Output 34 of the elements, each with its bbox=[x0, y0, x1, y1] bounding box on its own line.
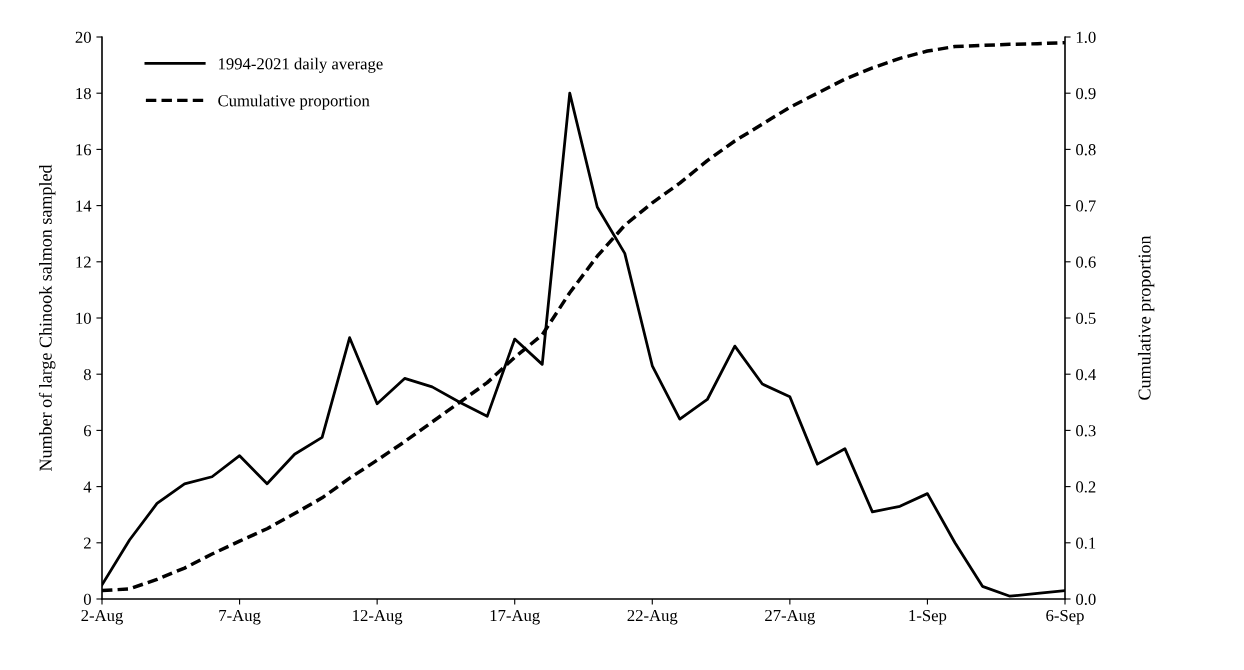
y2-tick-label: 0.3 bbox=[1076, 425, 1096, 437]
x-tick-label: 1-Sep bbox=[909, 609, 947, 625]
legend-label: 1994-2021 daily average bbox=[219, 57, 383, 73]
y2-tick-label: 1.0 bbox=[1076, 31, 1096, 44]
y2-tick-label: 0.9 bbox=[1076, 87, 1096, 100]
x-tick-label: 27-Aug bbox=[765, 609, 815, 625]
y-tick-label: 4 bbox=[83, 481, 92, 493]
y2-tick-label: 0.5 bbox=[1076, 312, 1096, 325]
x-tick-label: 7-Aug bbox=[219, 609, 261, 625]
y-tick-label: 6 bbox=[83, 425, 92, 437]
x-tick-label: 22-Aug bbox=[627, 609, 678, 625]
y-tick-label: 16 bbox=[76, 144, 92, 156]
y-axis-title: Number of large Chinook salmon sampled bbox=[38, 164, 56, 472]
y2-tick-label: 0.6 bbox=[1076, 256, 1096, 268]
y2-tick-label: 0.1 bbox=[1076, 537, 1096, 549]
y-tick-label: 12 bbox=[76, 256, 91, 268]
y2-tick-label: 0.8 bbox=[1076, 144, 1096, 156]
y2-tick-label: 0.7 bbox=[1076, 200, 1096, 212]
x-tick-label: 12-Aug bbox=[353, 609, 403, 625]
x-tick-label: 17-Aug bbox=[490, 609, 540, 625]
y-tick-label: 20 bbox=[75, 31, 91, 43]
y-tick-label: 8 bbox=[83, 368, 91, 381]
y2-tick-label: 0.4 bbox=[1076, 368, 1096, 381]
x-tick-label: 2-Aug bbox=[81, 609, 123, 625]
x-tick-label: 6-Sep bbox=[1046, 609, 1084, 625]
legend-label: Cumulative proportion bbox=[218, 94, 370, 110]
y-tick-label: 18 bbox=[76, 87, 91, 100]
y-tick-label: 10 bbox=[76, 312, 91, 324]
y2-tick-label: 0.0 bbox=[1076, 593, 1096, 606]
y-tick-label: 14 bbox=[76, 200, 92, 212]
y2-axis-title: Cumulative proportion bbox=[1137, 235, 1155, 400]
y-tick-label: 0 bbox=[83, 593, 91, 605]
y-tick-label: 2 bbox=[83, 537, 91, 549]
y2-tick-label: 0.2 bbox=[1076, 481, 1096, 493]
